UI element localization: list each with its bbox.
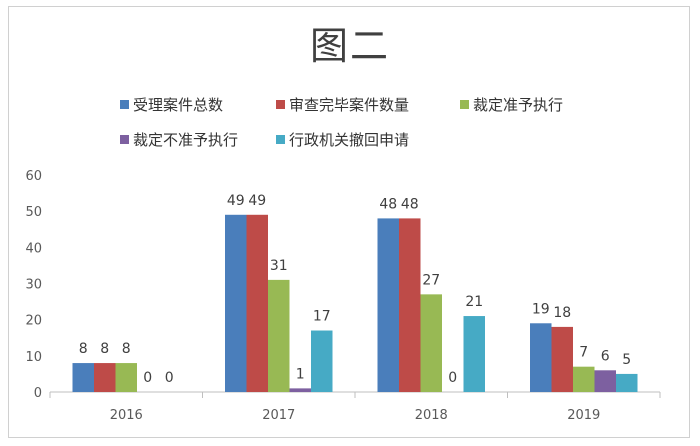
legend-label-total: 受理案件总数 [133,96,224,114]
data-label-2019-s4: 5 [622,352,631,368]
legend-swatch-reviewed [276,100,285,109]
y-tick-label-1: 10 [25,350,42,365]
legend-label-granted: 裁定准予执行 [473,96,564,114]
bar-2018-s4 [463,316,485,392]
legend-swatch-denied [120,135,129,144]
bar-2016-s0 [72,363,94,392]
y-tick-label-2: 20 [25,314,42,329]
y-tick-label-4: 40 [25,241,42,256]
bar-2018-s1 [399,218,421,392]
data-label-2017-s3: 1 [296,366,305,382]
data-label-2017-s2: 31 [270,258,288,274]
bar-2017-s2 [268,279,290,392]
y-tick-label-0: 0 [34,386,42,401]
legend-swatch-withdrawn [276,135,285,144]
data-label-2017-s0: 49 [227,193,245,209]
data-label-2016-s1: 8 [100,341,109,357]
chart-title: 图二 [309,24,390,68]
bar-2019-s4 [616,373,638,392]
x-tick-label-1: 2017 [262,408,295,423]
legend-label-denied: 裁定不准予执行 [133,131,239,149]
bar-2017-s0 [225,214,247,392]
bar-2017-s1 [246,214,268,392]
x-tick-label-0: 2016 [110,408,143,423]
x-tick-label-2: 2018 [415,408,448,423]
data-label-2019-s3: 6 [601,348,610,364]
data-label-2018-s0: 48 [379,196,397,212]
bar-2018-s2 [420,294,442,392]
bar-2018-s0 [377,218,399,392]
legend-item-withdrawn: 行政机关撤回申请 [276,129,409,150]
legend-label-withdrawn: 行政机关撤回申请 [289,131,410,149]
data-label-2019-s2: 7 [579,345,588,361]
legend-item-denied: 裁定不准予执行 [120,129,238,150]
y-tick-label-5: 50 [25,205,42,220]
bar-2017-s3 [289,388,311,392]
bar-2016-s1 [94,363,116,392]
legend-item-reviewed: 审查完毕案件数量 [276,94,409,115]
bar-2017-s4 [311,330,333,392]
data-label-2019-s0: 19 [532,301,550,317]
legend-item-granted: 裁定准予执行 [460,94,563,115]
y-tick-label-3: 30 [25,278,42,293]
y-tick-label-6: 60 [25,169,42,184]
bar-2019-s2 [573,366,595,392]
x-tick-label-3: 2019 [567,408,600,423]
legend-swatch-granted [460,100,469,109]
data-label-2016-s3: 0 [143,370,152,386]
data-label-2019-s1: 18 [553,305,571,321]
bar-2019-s3 [594,370,616,392]
legend-item-total: 受理案件总数 [120,94,223,115]
data-label-2018-s3: 0 [448,370,457,386]
data-label-2017-s1: 49 [248,193,266,209]
data-label-2016-s0: 8 [79,341,88,357]
data-label-2016-s4: 0 [165,370,174,386]
bar-2016-s2 [115,363,137,392]
data-label-2017-s4: 17 [313,309,331,325]
bar-2019-s0 [530,323,552,392]
bar-2019-s1 [551,326,573,392]
data-label-2018-s1: 48 [401,196,419,212]
data-label-2016-s2: 8 [122,341,131,357]
legend-swatch-total [120,100,129,109]
data-label-2018-s4: 21 [465,294,483,310]
legend-label-reviewed: 审查完毕案件数量 [289,96,410,114]
data-label-2018-s2: 27 [422,272,440,288]
